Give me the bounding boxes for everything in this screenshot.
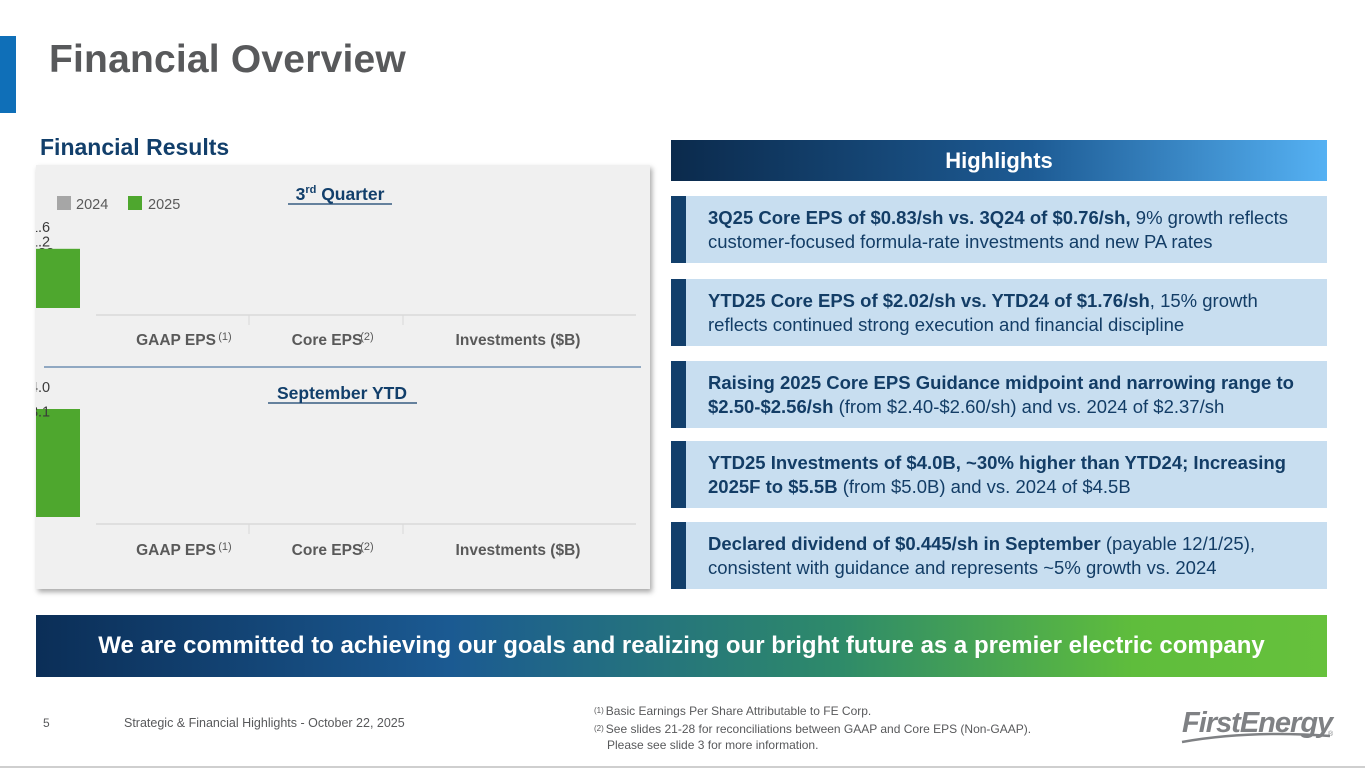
- category-label: GAAP EPS: [136, 332, 216, 349]
- logo-swoosh: [1181, 732, 1331, 744]
- chart-title: 3rd Quarter: [296, 184, 385, 204]
- highlight-text: YTD25 Core EPS of $2.02/sh vs. YTD24 of …: [686, 289, 1327, 337]
- highlight-item: YTD25 Core EPS of $2.02/sh vs. YTD24 of …: [671, 279, 1327, 346]
- category-footnote-mark: (2): [360, 331, 373, 343]
- highlight-item: YTD25 Investments of $4.0B, ~30% higher …: [671, 441, 1327, 508]
- highlight-item: Raising 2025 Core EPS Guidance midpoint …: [671, 361, 1327, 428]
- legend-swatch-2025: [128, 196, 142, 210]
- footer-text: Strategic & Financial Highlights - Octob…: [124, 716, 405, 730]
- highlight-text: Declared dividend of $0.445/sh in Septem…: [686, 532, 1327, 580]
- category-label: Core EPS: [292, 332, 363, 349]
- highlight-item: 3Q25 Core EPS of $0.83/sh vs. 3Q24 of $0…: [671, 196, 1327, 263]
- title-accent-bar: [0, 36, 16, 113]
- highlight-normal-text: 9% growth reflects customer-focused form…: [708, 206, 1288, 252]
- footnote-2: (2) See slides 21-28 for reconciliations …: [594, 721, 1031, 737]
- legend-label-2024: 2024: [76, 197, 108, 213]
- highlight-bold-text: YTD25 Investments of $4.0B, ~30% higher …: [708, 451, 1286, 497]
- data-label-2024: $1.2: [36, 235, 50, 251]
- category-footnote-mark: (2): [360, 541, 373, 553]
- bar-2025: [36, 248, 80, 308]
- page-title: Financial Overview: [49, 38, 406, 81]
- financial-results-charts: $0.73$0.76GAAP EPS(1)$0.76$0.83Core EPS(…: [36, 184, 641, 559]
- bottom-divider: [0, 766, 1365, 768]
- footnote-1: (1) Basic Earnings Per Share Attributable…: [594, 703, 871, 719]
- highlight-bold-text: Raising 2025 Core EPS Guidance midpoint …: [708, 371, 1294, 417]
- highlight-item: Declared dividend of $0.445/sh in Septem…: [671, 522, 1327, 589]
- footnote-text: See slides 21-28 for reconciliations bet…: [605, 722, 1032, 736]
- financial-results-chart-panel: $0.73$0.76GAAP EPS(1)$0.76$0.83Core EPS(…: [36, 165, 650, 589]
- category-label: GAAP EPS: [136, 542, 216, 559]
- category-label: Investments ($B): [456, 542, 581, 559]
- category-label: Investments ($B): [456, 332, 581, 349]
- legend-label-2025: 2025: [148, 197, 180, 213]
- category-footnote-mark: (1): [218, 541, 231, 553]
- bar-2025: [36, 409, 80, 517]
- firstenergy-logo: FirstEnergy ®: [1181, 707, 1336, 744]
- footnote-text: Please see slide 3 for more information.: [607, 738, 819, 752]
- highlight-text: 3Q25 Core EPS of $0.83/sh vs. 3Q24 of $0…: [686, 206, 1327, 254]
- data-label-2025: $1.6: [36, 220, 50, 236]
- section-title: Financial Results: [40, 134, 230, 160]
- highlight-text: Raising 2025 Core EPS Guidance midpoint …: [686, 371, 1327, 419]
- highlight-bold-text: YTD25 Core EPS of $2.02/sh vs. YTD24 of …: [708, 289, 1150, 311]
- category-label: Core EPS: [292, 542, 363, 559]
- data-label-2024: $3.1: [36, 404, 50, 420]
- footnote-text: Basic Earnings Per Share Attributable to…: [605, 704, 872, 718]
- logo-registered-mark: ®: [1328, 730, 1334, 738]
- highlight-normal-text: , 15% growth reflects continued strong e…: [708, 289, 1258, 335]
- footnote-mark: (2): [594, 724, 604, 733]
- highlight-normal-text: (from $2.40-$2.60/sh) and vs. 2024 of $2…: [833, 395, 1225, 417]
- highlight-text: YTD25 Investments of $4.0B, ~30% higher …: [686, 451, 1327, 499]
- footnote-mark: (1): [594, 706, 604, 715]
- commitment-banner: We are committed to achieving our goals …: [36, 615, 1327, 677]
- highlights-header: Highlights: [671, 140, 1327, 181]
- footnote-3: Please see slide 3 for more information.: [607, 737, 818, 753]
- category-footnote-mark: (1): [218, 331, 231, 343]
- highlight-normal-text: (from $5.0B) and vs. 2024 of $4.5B: [837, 475, 1131, 497]
- highlight-normal-text: (payable 12/1/25), consistent with guida…: [708, 532, 1256, 578]
- highlight-bold-text: 3Q25 Core EPS of $0.83/sh vs. 3Q24 of $0…: [708, 206, 1131, 228]
- chart-title: September YTD: [277, 383, 407, 403]
- legend-swatch-2024: [57, 196, 71, 210]
- highlight-bold-text: Declared dividend of $0.445/sh in Septem…: [708, 532, 1101, 554]
- page-number: 5: [43, 716, 50, 730]
- data-label-2025: $4.0: [36, 380, 50, 396]
